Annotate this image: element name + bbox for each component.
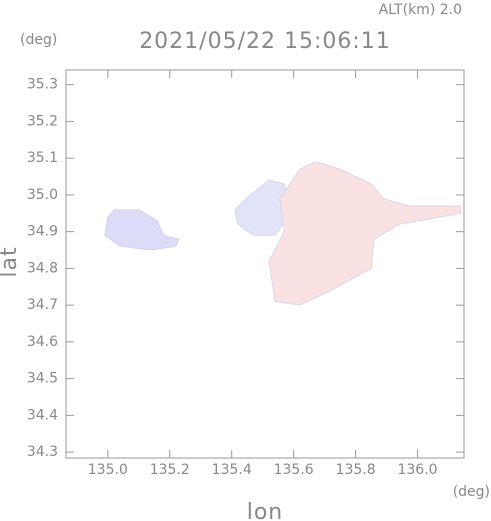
- y-tick-label: 35.2: [27, 113, 58, 129]
- echo-region: [268, 161, 462, 306]
- x-tick-label: 135.6: [274, 462, 314, 478]
- x-tick-label: 135.4: [212, 462, 252, 478]
- altitude: ALT(km) 2.0: [379, 2, 462, 18]
- x-tick-label: 135.8: [336, 462, 376, 478]
- y-tick-label: 34.7: [27, 297, 58, 313]
- y-tick-label: 34.4: [27, 407, 58, 423]
- y-tick-label: 34.8: [27, 260, 58, 276]
- x-tick-label: 135.2: [150, 462, 190, 478]
- plot-frame: [65, 69, 465, 459]
- x-tick-label: 136.0: [397, 462, 437, 478]
- y-tick-label: 35.0: [27, 187, 58, 203]
- x-axis-label: lon: [247, 500, 284, 521]
- y-unit: (deg): [20, 32, 57, 48]
- y-axis-label: lat: [0, 246, 22, 277]
- y-tick-label: 35.1: [27, 150, 58, 166]
- y-tick-label: 34.5: [27, 371, 58, 387]
- y-tick-label: 34.9: [27, 224, 58, 240]
- echo-region: [104, 209, 180, 251]
- y-tick-label: 34.3: [27, 444, 58, 460]
- x-tick-label: 135.0: [88, 462, 128, 478]
- x-unit: (deg): [453, 484, 490, 500]
- y-tick-label: 34.6: [27, 334, 58, 350]
- y-tick-label: 35.3: [27, 77, 58, 93]
- chart-title: 2021/05/22 15:06:11: [139, 29, 391, 54]
